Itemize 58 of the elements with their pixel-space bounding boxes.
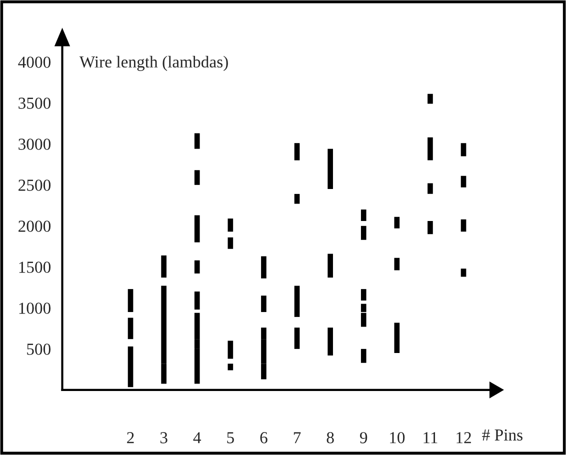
x-tick-label: 7 [294, 432, 301, 444]
y-tick-label: 3500 [18, 98, 51, 109]
y-tick-label: 1000 [19, 302, 51, 314]
bar [394, 216, 400, 228]
y-tick-label: 2500 [18, 180, 51, 191]
bar [360, 289, 366, 301]
x-tick-label: 4 [193, 432, 202, 444]
bar [328, 254, 333, 278]
bar [328, 148, 333, 190]
bar [394, 258, 400, 270]
bar [460, 219, 466, 232]
bar [228, 340, 234, 359]
bar [360, 348, 366, 363]
y-axis-title: Wire length (lambdas) [79, 56, 228, 71]
y-tick-label: 2000 [18, 220, 51, 232]
bar [261, 256, 266, 278]
x-tick-label: 9 [360, 432, 368, 444]
x-tick-label: 6 [260, 432, 268, 444]
bar [294, 328, 300, 349]
bar [128, 346, 134, 388]
x-tick-label: 3 [160, 432, 168, 444]
x-axis-title: # Pins [482, 429, 522, 441]
bar [428, 94, 433, 104]
y-tick-label: 500 [27, 344, 51, 355]
bar [194, 170, 200, 185]
bar [128, 318, 134, 340]
bar [428, 221, 433, 234]
bar [261, 296, 266, 312]
x-tick-label: 2 [127, 432, 134, 444]
bar [194, 133, 200, 149]
bar [194, 215, 200, 242]
bar [161, 255, 166, 278]
bar [228, 218, 234, 232]
bar [228, 237, 234, 249]
bar [428, 137, 433, 160]
bar [428, 183, 433, 194]
y-tick-label: 1500 [19, 262, 51, 273]
x-tick-label: 10 [390, 432, 405, 444]
bar [194, 260, 200, 274]
x-tick-label: 5 [227, 432, 234, 444]
y-tick-label: 3000 [18, 138, 51, 150]
bar [360, 210, 366, 221]
bar [460, 143, 466, 156]
bar [128, 289, 134, 312]
bar [294, 143, 300, 160]
x-tick-label: 8 [326, 432, 334, 444]
bar [328, 328, 333, 356]
bar [394, 322, 400, 354]
y-tick-label: 4000 [18, 56, 51, 68]
x-tick-label: 11 [424, 432, 438, 444]
bar [228, 364, 234, 370]
bar [294, 286, 300, 317]
x-tick-label: 12 [456, 432, 471, 444]
bar [194, 292, 200, 310]
bar [360, 226, 366, 240]
bar [294, 194, 300, 204]
bar [460, 268, 466, 277]
bar [460, 176, 466, 188]
